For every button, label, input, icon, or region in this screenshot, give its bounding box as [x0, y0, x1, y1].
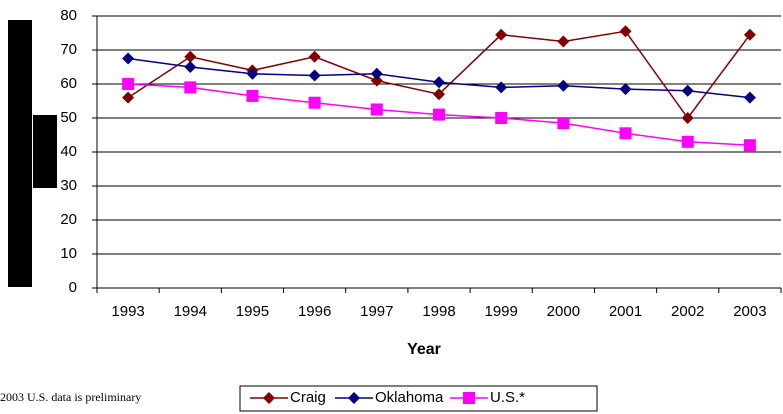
marker — [433, 76, 445, 89]
y-tick-label: 20 — [60, 211, 77, 228]
marker — [263, 392, 275, 404]
footnote: 2003 U.S. data is preliminary — [0, 390, 141, 404]
y-tick-label: 50 — [60, 109, 77, 126]
marker — [308, 50, 321, 63]
marker — [246, 67, 259, 80]
series-line — [127, 30, 751, 120]
x-tick-label: 1998 — [422, 303, 455, 320]
marker — [557, 117, 570, 130]
y-tick-label: 60 — [60, 75, 77, 92]
marker — [619, 83, 632, 96]
marker — [370, 67, 383, 80]
redaction — [33, 115, 57, 188]
marker — [743, 91, 756, 104]
marker — [681, 112, 694, 124]
marker — [557, 35, 570, 48]
marker — [433, 88, 445, 101]
legend — [239, 385, 598, 412]
marker — [433, 108, 445, 121]
marker — [463, 392, 475, 404]
x-tick-label: 1999 — [484, 303, 517, 320]
x-tick-label: 1997 — [360, 303, 393, 320]
marker — [308, 69, 321, 82]
marker — [681, 135, 694, 148]
marker — [184, 81, 197, 94]
marker — [246, 89, 259, 102]
marker — [184, 61, 197, 73]
y-tick-label: 70 — [60, 41, 77, 58]
x-tick-label: 1995 — [236, 303, 269, 320]
y-tick-label: 80 — [60, 7, 77, 24]
x-tick-label: 1993 — [111, 303, 144, 320]
x-tick-label: 2001 — [609, 303, 642, 320]
y-tick-label: 0 — [69, 279, 77, 296]
marker — [122, 91, 135, 104]
marker — [619, 127, 632, 140]
x-tick-label: 2003 — [733, 303, 766, 320]
marker — [184, 50, 197, 63]
marker — [348, 392, 360, 404]
marker — [308, 96, 321, 109]
marker — [495, 28, 508, 41]
marker — [122, 52, 135, 65]
redaction — [8, 20, 32, 287]
x-tick-label: 2000 — [547, 303, 580, 320]
marker — [495, 81, 508, 94]
x-tick-label: 1994 — [174, 303, 207, 320]
x-axis-label: Year — [407, 341, 441, 358]
x-tick-label: 2002 — [671, 303, 704, 320]
y-tick-label: 30 — [60, 177, 77, 194]
marker — [557, 79, 570, 92]
x-tick-label: 1996 — [298, 303, 331, 320]
legend-label: U.S.* — [490, 389, 525, 406]
y-tick-label: 10 — [60, 245, 77, 262]
marker — [743, 139, 756, 152]
marker — [122, 78, 135, 90]
marker — [370, 74, 383, 87]
marker — [619, 25, 632, 38]
marker — [743, 28, 756, 41]
marker — [495, 112, 508, 124]
marker — [370, 103, 383, 116]
marker — [681, 84, 694, 97]
legend-label: Oklahoma — [375, 389, 444, 406]
legend-label: Craig — [290, 389, 326, 406]
y-tick-label: 40 — [60, 143, 77, 160]
